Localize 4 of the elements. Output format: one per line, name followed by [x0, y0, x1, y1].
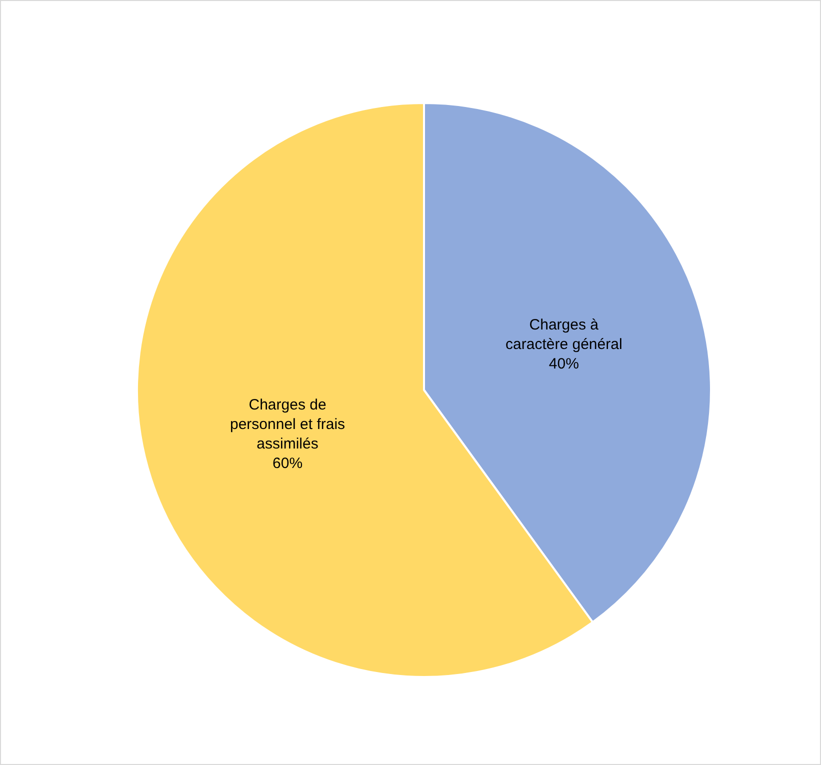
slice-label: Charges à caractère général [506, 316, 622, 354]
data-label: 40% [548, 356, 579, 373]
slice-label: Charges de personnel et frais assimilés [230, 396, 346, 453]
data-label: 60% [272, 455, 303, 472]
